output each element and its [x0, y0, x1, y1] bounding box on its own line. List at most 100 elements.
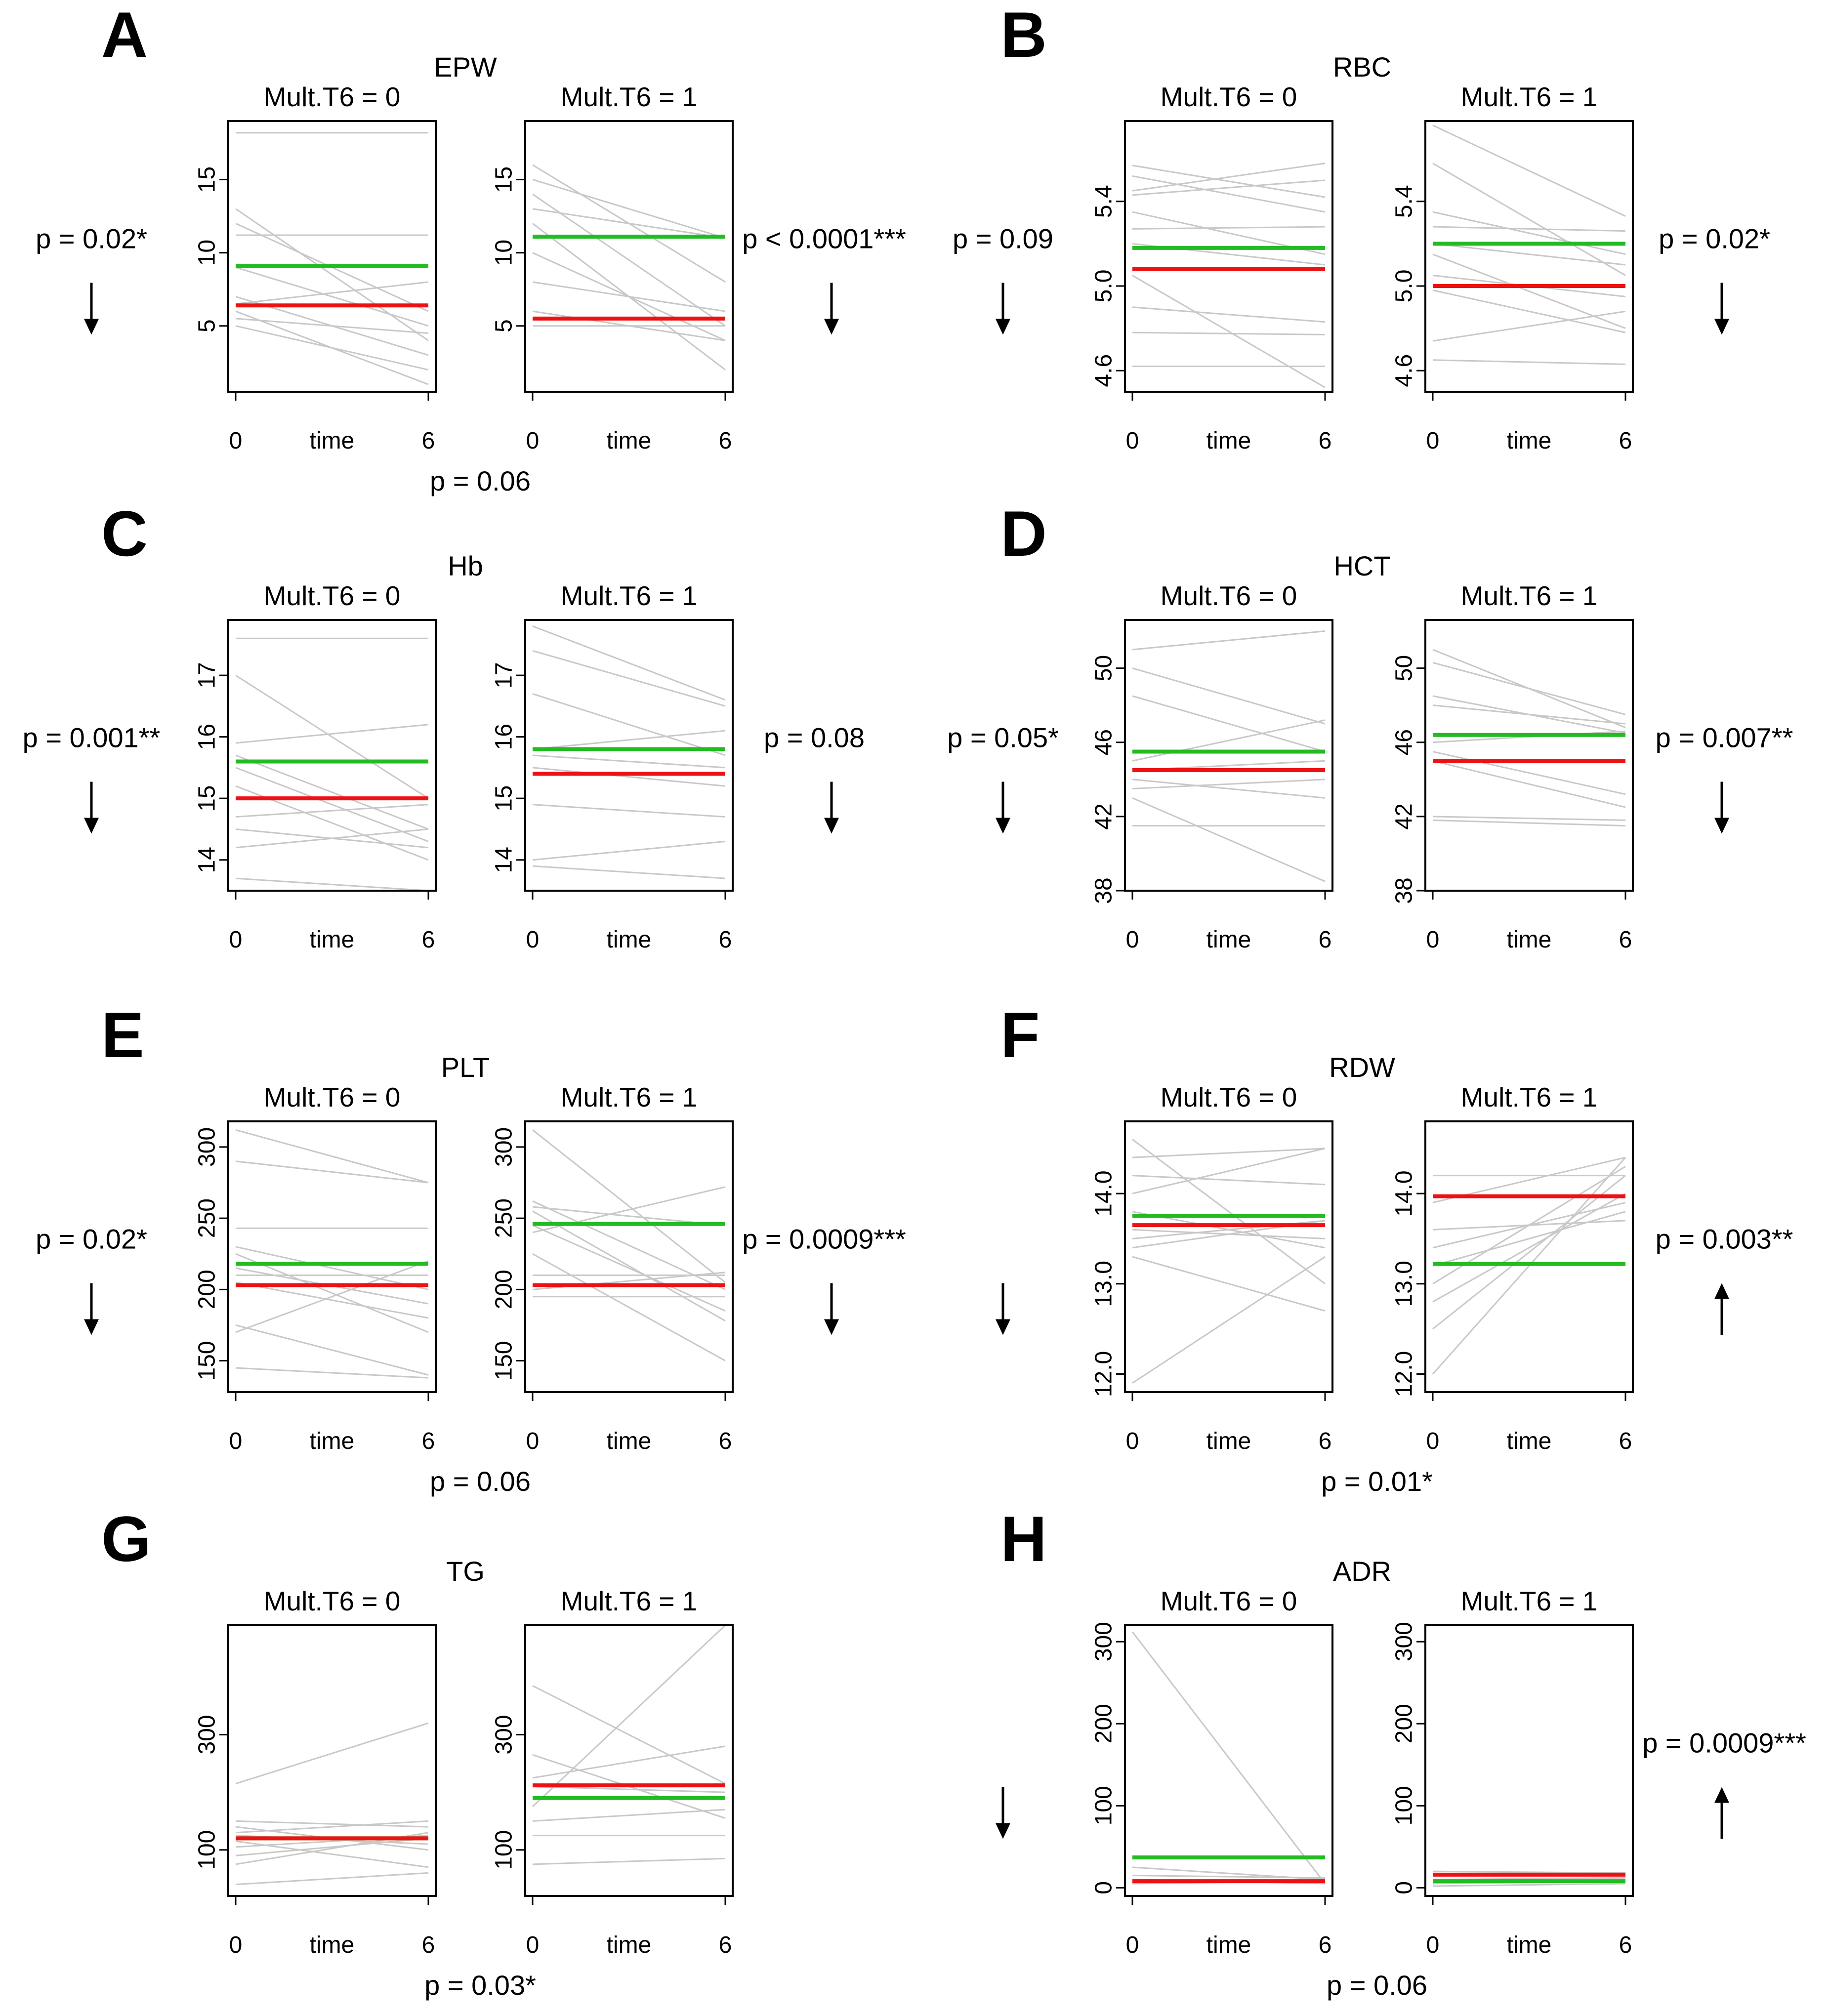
y-tick-label: 10 [491, 240, 517, 266]
x-tick-label: 0 [526, 927, 540, 953]
individual-series-line [532, 625, 726, 701]
y-tick-label: 150 [491, 1341, 517, 1381]
individual-series-line [235, 1324, 429, 1376]
y-tick-label: 15 [194, 166, 220, 193]
individual-series-line [235, 767, 429, 842]
plot-frame [524, 619, 734, 892]
p-value-label: p = 0.06 [430, 1466, 531, 1497]
x-tick-label: 0 [229, 1428, 243, 1454]
plot-frame [1424, 619, 1634, 892]
p-value-label: p = 0.02* [36, 1224, 147, 1255]
individual-series-line [1432, 760, 1626, 808]
subplot-strip-label: Mult.T6 = 0 [1161, 1082, 1297, 1112]
x-tick-label: 0 [1426, 1932, 1440, 1958]
p-value-label: p = 0.06 [430, 465, 531, 496]
individual-series-line [1132, 1256, 1326, 1312]
plot-frame [524, 120, 734, 393]
individual-series-line [1132, 779, 1326, 790]
panel-letter: D [1000, 497, 1047, 570]
y-tick-label: 4.6 [1391, 354, 1417, 387]
plot-frame [1124, 1624, 1333, 1897]
individual-series-line [532, 1624, 726, 1808]
individual-series-line [1432, 816, 1626, 821]
individual-series-line [532, 193, 726, 327]
individual-series-line [235, 1820, 429, 1828]
individual-series-line [532, 767, 726, 787]
individual-series-line [1132, 331, 1326, 335]
arrowhead-up-icon [1714, 1283, 1729, 1299]
variable-title: PLT [441, 1052, 490, 1083]
individual-series-line [1432, 211, 1626, 255]
plot-frame [1424, 120, 1634, 393]
y-tick-label: 5 [491, 319, 517, 332]
arrowhead-down-icon [996, 1823, 1010, 1839]
arrowhead-down-icon [996, 319, 1010, 335]
subplot-strip-label: Mult.T6 = 1 [1461, 82, 1598, 112]
individual-series-line [235, 208, 429, 341]
variable-title: EPW [434, 51, 497, 82]
subplot-strip-label: Mult.T6 = 0 [1161, 580, 1297, 611]
x-tick-label: 6 [1319, 428, 1332, 454]
subplot-strip-label: Mult.T6 = 0 [264, 1586, 401, 1616]
individual-series-line [235, 1253, 429, 1333]
individual-series-line [532, 1210, 726, 1322]
x-tick-label: 6 [422, 1428, 435, 1454]
individual-series-line [532, 1685, 726, 1784]
x-axis-label: time [1206, 1932, 1251, 1958]
individual-series-line [532, 1225, 726, 1312]
arrowhead-down-icon [824, 1319, 839, 1335]
individual-series-line [235, 828, 429, 849]
y-tick-label: 12.0 [1091, 1351, 1117, 1397]
x-tick-label: 6 [422, 1932, 435, 1958]
p-value-label: p = 0.01* [1321, 1466, 1433, 1497]
x-axis-label: time [607, 1428, 652, 1454]
x-tick-label: 6 [1619, 428, 1632, 454]
individual-series-line [1432, 1193, 1626, 1303]
plot-frame [1124, 120, 1333, 393]
x-axis-label: time [310, 428, 355, 454]
x-axis-label: time [1206, 927, 1251, 953]
y-tick-label: 200 [194, 1270, 220, 1309]
panel-letter: B [1000, 0, 1047, 71]
individual-series-line [235, 1722, 429, 1785]
x-axis-label: time [1206, 428, 1251, 454]
arrowhead-down-icon [996, 818, 1010, 834]
x-axis-label: time [1507, 927, 1552, 953]
individual-series-line [532, 208, 726, 239]
individual-series-line [1432, 243, 1626, 266]
y-tick-label: 10 [194, 240, 220, 266]
individual-series-line [1432, 751, 1626, 795]
x-tick-label: 6 [1619, 1932, 1632, 1958]
individual-series-line [1132, 165, 1326, 198]
x-tick-label: 0 [1126, 428, 1139, 454]
x-axis-label: time [1507, 1932, 1552, 1958]
subplot-strip-label: Mult.T6 = 1 [1461, 1586, 1598, 1616]
arrowhead-down-icon [996, 1319, 1010, 1335]
individual-series-line [1132, 1874, 1326, 1879]
individual-series-line [1432, 819, 1626, 827]
individual-series-line [532, 693, 726, 756]
individual-series-line [235, 804, 429, 818]
individual-series-line [235, 281, 429, 305]
y-tick-label: 0 [1091, 1881, 1117, 1894]
y-tick-label: 5.4 [1091, 185, 1117, 218]
p-value-label: p = 0.02* [1659, 223, 1770, 254]
y-tick-label: 38 [1091, 877, 1117, 904]
individual-series-line [532, 650, 726, 707]
arrowhead-down-icon [1714, 818, 1729, 834]
individual-series-line [1432, 310, 1626, 342]
individual-series-line [1432, 704, 1626, 725]
individual-series-line [1432, 289, 1626, 333]
individual-series-line [532, 179, 726, 239]
individual-series-line [235, 1260, 429, 1333]
y-tick-label: 250 [491, 1198, 517, 1238]
individual-series-line [235, 1129, 429, 1184]
x-tick-label: 6 [1319, 1932, 1332, 1958]
individual-series-line [532, 865, 726, 879]
individual-series-line [235, 1160, 429, 1184]
individual-series-line [532, 754, 726, 769]
individual-series-line [1132, 1148, 1326, 1194]
y-tick-label: 200 [1391, 1704, 1417, 1743]
subplot-strip-label: Mult.T6 = 1 [1461, 580, 1598, 611]
